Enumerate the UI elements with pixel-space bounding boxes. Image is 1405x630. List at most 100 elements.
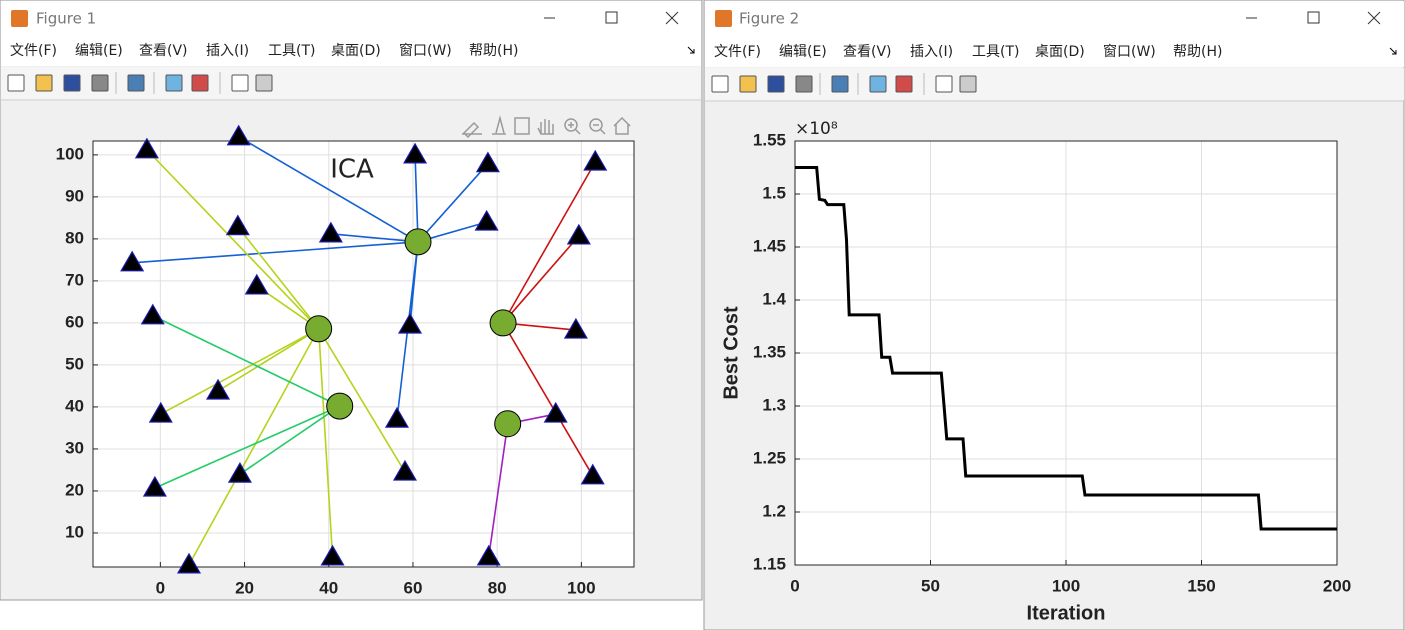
y-tick-label: 70 bbox=[65, 270, 84, 289]
colony bbox=[140, 303, 165, 325]
link-icon[interactable] bbox=[514, 117, 530, 135]
maximize-button[interactable] bbox=[605, 11, 618, 24]
toolbar-button[interactable] bbox=[35, 74, 53, 92]
menu-item[interactable]: 窗口(W) bbox=[399, 42, 452, 59]
link-line bbox=[414, 154, 419, 242]
y-tick-label: 90 bbox=[65, 186, 84, 205]
x-tick-label: 0 bbox=[156, 578, 165, 597]
toolbar-button[interactable] bbox=[165, 74, 183, 92]
x-tick-label: 100 bbox=[1052, 576, 1080, 595]
imperialist bbox=[305, 315, 333, 343]
toolbar-button[interactable] bbox=[711, 75, 729, 93]
toolbar-button[interactable] bbox=[767, 75, 785, 93]
link-line bbox=[217, 328, 320, 392]
toolbar-button[interactable] bbox=[231, 74, 249, 92]
link-line bbox=[317, 328, 406, 473]
menu-item[interactable]: 窗口(W) bbox=[1103, 43, 1156, 60]
y-tick-label: 100 bbox=[56, 144, 84, 163]
menu-item[interactable]: 文件(F) bbox=[714, 44, 761, 60]
title-bar bbox=[1, 1, 701, 37]
chart-title: ICA bbox=[330, 155, 374, 185]
toolbar-button[interactable] bbox=[7, 74, 25, 92]
link-line bbox=[146, 149, 320, 330]
link-line bbox=[502, 322, 594, 477]
link-line bbox=[237, 226, 320, 330]
menu-item[interactable]: 桌面(D) bbox=[1035, 44, 1085, 60]
y-axis-label: Best Cost bbox=[720, 306, 742, 400]
y-tick-label: 10 bbox=[65, 522, 84, 541]
menu-item[interactable]: 插入(I) bbox=[910, 44, 953, 60]
menu-item[interactable]: 桌面(D) bbox=[331, 43, 381, 59]
link-line bbox=[487, 423, 509, 558]
menu-item[interactable]: 查看(V) bbox=[843, 44, 892, 60]
toolbar-button[interactable] bbox=[935, 75, 953, 93]
y-tick-label: 1.25 bbox=[753, 448, 786, 467]
plot-area bbox=[93, 141, 634, 567]
y-tick-label: 1.3 bbox=[762, 395, 786, 414]
toolbar-button[interactable] bbox=[127, 74, 145, 92]
menu-item[interactable]: 帮助(H) bbox=[469, 43, 518, 59]
link-line bbox=[317, 328, 334, 557]
colony bbox=[475, 151, 500, 173]
colony bbox=[476, 544, 501, 566]
x-tick-label: 150 bbox=[1187, 576, 1215, 595]
colony bbox=[474, 209, 499, 231]
colony bbox=[580, 463, 605, 485]
colony bbox=[318, 221, 343, 243]
window-title: Figure 1 bbox=[36, 10, 96, 28]
toolbar-button[interactable] bbox=[739, 75, 757, 93]
menu-item[interactable]: 工具(T) bbox=[972, 44, 1019, 60]
cost-line bbox=[795, 166, 1337, 531]
toolbar-button[interactable] bbox=[869, 75, 887, 93]
menu-item[interactable]: 编辑(E) bbox=[75, 43, 123, 59]
window-title: Figure 2 bbox=[739, 10, 799, 28]
link-line bbox=[160, 328, 320, 415]
menu-arrow bbox=[1389, 47, 1397, 55]
zoom-out-icon[interactable] bbox=[589, 118, 603, 132]
colony bbox=[543, 401, 568, 423]
pan-icon[interactable] bbox=[537, 119, 554, 135]
toolbar-button[interactable] bbox=[91, 74, 109, 92]
colony bbox=[226, 124, 251, 146]
toolbar-button[interactable] bbox=[795, 75, 813, 93]
menu-item[interactable]: 帮助(H) bbox=[1173, 44, 1222, 60]
imperialist bbox=[494, 410, 522, 438]
toolbar-button[interactable] bbox=[63, 74, 81, 92]
zoom-in-icon[interactable] bbox=[564, 118, 578, 132]
menu-item[interactable]: 文件(F) bbox=[10, 43, 57, 59]
toolbar-button[interactable] bbox=[831, 75, 849, 93]
x-axis-label: Iteration bbox=[1027, 602, 1106, 624]
link-line bbox=[188, 328, 320, 566]
menu-item[interactable]: 查看(V) bbox=[139, 43, 188, 59]
x-tick-label: 0 bbox=[790, 576, 799, 595]
colony bbox=[320, 544, 345, 566]
toolbar-button[interactable] bbox=[191, 74, 209, 92]
toolbar-button[interactable] bbox=[895, 75, 913, 93]
app-icon bbox=[11, 10, 28, 27]
axes-toolbar[interactable] bbox=[462, 115, 631, 139]
menu-item[interactable]: 插入(I) bbox=[206, 43, 249, 59]
y-tick-label: 1.15 bbox=[753, 554, 786, 573]
colony bbox=[148, 401, 173, 423]
menu-item[interactable]: 编辑(E) bbox=[779, 44, 827, 60]
y-tick-label: 20 bbox=[65, 480, 84, 499]
home-icon[interactable] bbox=[613, 116, 631, 135]
datatip-icon[interactable] bbox=[492, 115, 506, 135]
x-tick-label: 60 bbox=[404, 578, 423, 597]
link-line bbox=[417, 163, 489, 243]
maximize-button[interactable] bbox=[1307, 11, 1320, 24]
menu-item[interactable]: 工具(T) bbox=[268, 43, 315, 59]
toolbar-button[interactable] bbox=[959, 75, 977, 93]
toolbar-button[interactable] bbox=[255, 74, 273, 92]
colony bbox=[142, 475, 167, 497]
y-multiplier: ×10⁸ bbox=[795, 119, 838, 139]
x-tick-label: 80 bbox=[488, 578, 507, 597]
close-button[interactable] bbox=[665, 11, 679, 25]
y-tick-label: 1.35 bbox=[753, 342, 786, 361]
link-line bbox=[152, 315, 341, 407]
brush-icon[interactable] bbox=[462, 121, 482, 139]
y-tick-label: 1.5 bbox=[762, 183, 786, 202]
close-button[interactable] bbox=[1367, 11, 1381, 25]
